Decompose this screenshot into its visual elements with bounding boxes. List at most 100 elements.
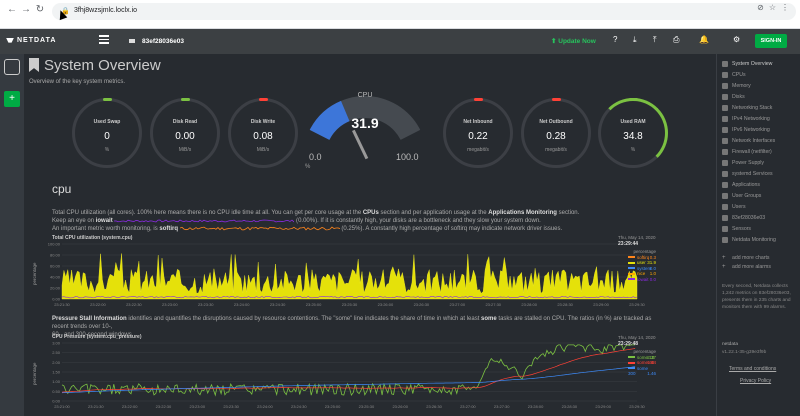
x-tick-label: 23:27:30 [485,302,501,307]
legend-name: user [637,260,646,265]
x-tick-label: 23:21:30 [54,302,70,307]
legend-name: some 10 [637,354,655,360]
cpu-gauge-needle [352,129,369,160]
sidebar-item[interactable]: CPUs [732,72,746,78]
legend-item[interactable]: some 60 1.64 [628,360,656,366]
legend-swatch [628,278,635,281]
browser-action-icons[interactable]: ⊘☆⋮ [757,3,794,12]
gauge-disk-read[interactable]: Disk Read 0.00 MiB/s [150,98,220,168]
gauge-indicator [181,98,190,101]
gauge-used-ram[interactable]: Used RAM 34.8% [598,98,668,168]
desc-text: An important metric worth monitoring, is [52,226,160,233]
sidebar-item[interactable]: IPv6 Networking [732,127,770,133]
gauge-indicator [259,98,268,101]
legend-item[interactable]: softirq 0.3 [628,255,656,261]
back-icon[interactable]: ← [7,4,17,15]
sidebar-item[interactable]: Applications [732,182,760,188]
gauge-net-outbound[interactable]: Net Outbound 0.28 megabit/s [521,98,591,168]
legend-name: nice [637,271,646,276]
gauge-unit: megabit/s [467,147,489,153]
gauge-net-inbound[interactable]: Net Inbound 0.22 megabit/s [443,98,513,168]
hostname[interactable]: 83ef28036e03 [142,38,184,45]
forward-icon[interactable]: → [21,4,31,15]
sidebar-item[interactable]: systemd Services [732,171,773,177]
help-icon[interactable]: ? [613,35,618,44]
sidebar-item-icon [722,193,728,199]
privacy-link[interactable]: Privacy Policy [740,378,772,384]
psi-chart-title: CPU Pressure (system.cpu_pressure) [52,334,142,340]
sidebar-item[interactable]: Users [732,204,746,210]
sidebar-item[interactable]: Network Interfaces [732,138,776,144]
x-tick-label: 23:29:30 [629,302,645,307]
sidebar-item[interactable]: Sensors [732,226,752,232]
x-tick-label: 23:21:30 [88,404,104,409]
sidebar-item[interactable]: Power Supply [732,160,765,166]
legend-value: 0.3 [649,254,656,260]
x-tick-label: 23:25:30 [359,404,375,409]
space-button[interactable] [4,59,20,75]
desc-text: 60-, and 300-second windows. [52,332,134,338]
sidebar-item[interactable]: Disks [732,94,745,100]
legend-item[interactable]: some 300 1.46 [628,366,656,376]
add-space-button[interactable]: + [4,91,20,107]
sidebar-item-icon [722,215,728,221]
sidebar-item[interactable]: Firewall (netfilter) [732,149,772,155]
sidebar-item-icon [722,204,728,210]
x-tick-label: 23:25:00 [306,302,322,307]
logo-text: NETDATA [17,37,57,44]
legend-item[interactable]: nice 1.0 [628,271,656,277]
sidebar-item[interactable]: IPv4 Networking [732,116,770,122]
desc-link-cpus[interactable]: CPUs [362,210,379,216]
gauge-label: Disk Write [250,119,276,125]
add-alarms-link[interactable]: add more alarms [732,264,771,270]
desc-text: section and per application usage at the [378,210,489,216]
download-icon[interactable]: ⤓ [633,35,637,44]
desc-link-apps[interactable]: Applications Monitoring [488,210,557,216]
gauge-unit: MiB/s [256,147,270,153]
x-tick-label: 23:25:00 [325,404,341,409]
gauge-disk-write[interactable]: Disk Write 0.08 MiB/s [228,98,298,168]
notifications-icon[interactable]: 🔔 [699,35,709,44]
gauge-used-swap[interactable]: Used Swap 0% [72,98,142,168]
add-charts-link[interactable]: add more charts [732,255,770,261]
sidebar-item[interactable]: Netdata Monitoring [732,237,776,243]
cpu-chart-legend: percentage softirq 0.3 user 31.9 system 0.0 nic… [628,249,656,282]
gauge-unit: megabit/s [545,147,567,153]
terms-link[interactable]: Terms and conditions [729,366,777,372]
gauge-label: Net Outbound [539,119,573,125]
x-tick-label: 23:27:30 [494,404,510,409]
legend-value: 1.46 [647,371,656,376]
sidebar-item[interactable]: User Groups [732,193,762,199]
menu-icon[interactable] [99,35,109,44]
sidebar-item[interactable]: 83ef28036e03 [732,215,766,221]
legend-name: some 300 [628,365,649,377]
legend-name: iowait [637,276,649,282]
desc-keyword: iowait [95,218,113,225]
upload-icon[interactable]: ⤒ [653,35,657,44]
x-tick-label: 23:27:00 [450,302,466,307]
legend-item[interactable]: some 10 2.37 [628,355,656,361]
address-bar[interactable]: 🔒 3fhj8wzsjmlc.loclx.io [52,3,796,20]
sidebar-item[interactable]: System Overview [732,61,773,67]
legend-item[interactable]: system 0.0 [628,266,656,272]
top-navbar [0,29,800,54]
sidebar-item[interactable]: Memory [732,83,751,89]
x-tick-label: 23:25:30 [342,302,358,307]
page-subtitle: Overview of the key system metrics. [29,79,126,85]
update-now-button[interactable]: ⬆ Update Now [551,38,596,45]
gauge-value: 0.22 [468,131,488,142]
desc-text: tasks are stalled on CPU. The ratios (in… [52,316,652,330]
sign-in-button[interactable]: SIGN-IN [755,34,787,48]
netdata-logo[interactable]: NETDATA [6,37,56,44]
x-tick-label: 23:26:00 [378,302,394,307]
gear-icon[interactable]: ⚙ [733,35,741,44]
sidebar-item[interactable]: Networking Stack [732,105,773,111]
print-icon[interactable]: ⎙ [673,35,680,44]
reload-icon[interactable]: ↻ [35,4,45,15]
legend-swatch [628,356,635,359]
sidebar-item-icon [722,72,728,78]
legend-item[interactable]: iowait 0.0 [628,277,656,283]
legend-item[interactable]: user 31.9 [628,260,656,266]
